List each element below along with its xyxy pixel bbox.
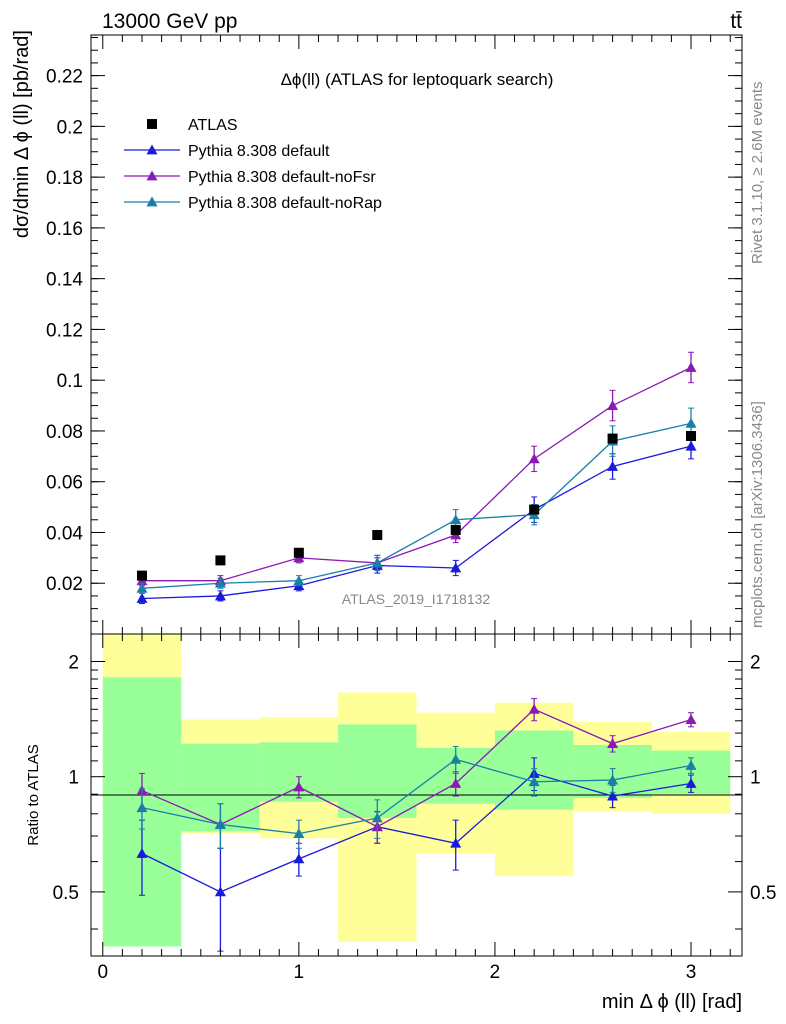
- data-point: [607, 400, 619, 410]
- y-tick-label: 0.08: [46, 422, 83, 443]
- y-tick-label: 0.14: [46, 270, 83, 291]
- y-tick-label: 0.04: [46, 523, 83, 544]
- legend-marker: [146, 196, 158, 207]
- ratio-data-point: [293, 853, 305, 864]
- plot-title: Δϕ(ll) (ATLAS for leptoquark search): [281, 70, 554, 89]
- data-point: [136, 582, 148, 593]
- ratio-data-point: [450, 777, 462, 788]
- y-tick-label: 0.1: [57, 371, 83, 392]
- data-point: [450, 562, 462, 573]
- y-tick-label: 0.18: [46, 168, 83, 189]
- ratio-plot-panel: 0.5 0.5 1 1 2 2 0 1 2 3 Ratio to ATLAS min Δ ϕ (l…: [25, 633, 776, 1013]
- analysis-watermark: ATLAS_2019_I1718132: [342, 591, 491, 607]
- atlas-data-point: [607, 433, 618, 444]
- data-point: [371, 557, 383, 568]
- x-tick-label: 1: [294, 962, 305, 983]
- data-point: [528, 453, 540, 464]
- data-point: [450, 514, 462, 525]
- ratio-data-point: [607, 774, 619, 785]
- data-point: [685, 440, 697, 451]
- ratio-y-tick-label: 2: [68, 653, 79, 674]
- data-point: [136, 592, 148, 603]
- legend-label: Pythia 8.308 default-noRap: [188, 195, 382, 212]
- atlas-data-point: [215, 555, 226, 566]
- ratio-y-tick-label-right: 0.5: [750, 883, 776, 904]
- ratio-data-point: [450, 753, 462, 764]
- ratio-y-tick-label: 0.5: [53, 883, 79, 904]
- data-point: [214, 590, 226, 601]
- rivet-version-label: Rivet 3.1.10, ≥ 2.6M events: [749, 82, 766, 265]
- series-line: [141, 422, 692, 589]
- atlas-data-point: [686, 431, 697, 442]
- ratio-y-tick-label-right: 1: [750, 768, 761, 789]
- ratio-series-line: [141, 772, 692, 893]
- mcplots-label: mcplots.cern.ch [arXiv:1306.3436]: [749, 401, 766, 628]
- data-point: [607, 460, 619, 471]
- atlas-data-point: [372, 530, 383, 541]
- x-axis-label: min Δ ϕ (ll) [rad]: [602, 991, 742, 1013]
- legend-marker: [146, 170, 158, 181]
- y-tick-label: 0.2: [57, 117, 83, 138]
- y-tick-label: 0.02: [46, 574, 83, 595]
- legend-marker: [147, 119, 157, 129]
- ratio-series-line: [141, 708, 692, 828]
- ratio-y-tick-label: 1: [68, 768, 79, 789]
- x-tick-label: 0: [97, 962, 108, 983]
- ratio-data-point: [528, 776, 540, 787]
- atlas-data-point: [293, 547, 304, 558]
- ratio-data-point: [685, 777, 697, 788]
- ratio-data-point: [528, 703, 540, 714]
- ratio-data-point: [607, 790, 619, 801]
- atlas-data-point: [136, 570, 147, 581]
- ratio-data-point: [136, 802, 148, 813]
- process-label: tt̄: [730, 10, 742, 33]
- series-line: [141, 445, 692, 600]
- energy-label: 13000 GeV pp: [102, 10, 237, 33]
- ratio-data-point: [607, 738, 619, 749]
- main-plot-panel: 0.02 0.04 0.06 0.08 0.1 0.12 0.14 0.16 0.18 0.2 0.…: [11, 30, 743, 635]
- ratio-series-line: [141, 758, 692, 835]
- ratio-data-point: [450, 837, 462, 848]
- legend-label: ATLAS: [188, 117, 238, 134]
- ratio-data-point: [685, 714, 697, 725]
- ratio-data-point: [214, 886, 226, 897]
- ratio-data-point: [293, 781, 305, 792]
- data-point: [685, 361, 697, 372]
- ratio-y-axis-label: Ratio to ATLAS: [25, 744, 42, 845]
- legend-marker: [146, 144, 158, 155]
- x-tick-label: 2: [490, 962, 501, 983]
- y-axis-label: dσ/dmin Δ ϕ (ll) [pb/rad]: [11, 30, 33, 238]
- ratio-data-point: [214, 819, 226, 829]
- y-tick-label: 0.16: [46, 219, 83, 240]
- legend-label: Pythia 8.308 default-noFsr: [188, 169, 376, 186]
- data-point: [214, 577, 226, 588]
- legend-label: Pythia 8.308 default: [188, 143, 330, 160]
- ratio-data-point: [293, 828, 305, 839]
- ratio-data-point: [371, 812, 383, 823]
- data-point: [293, 575, 305, 586]
- y-tick-label: 0.22: [46, 67, 83, 88]
- ratio-y-tick-label-right: 2: [750, 653, 761, 674]
- ratio-data-point: [685, 759, 697, 770]
- x-tick-label: 3: [686, 962, 697, 983]
- y-tick-label: 0.06: [46, 473, 83, 494]
- y-tick-label: 0.12: [46, 320, 83, 341]
- data-point: [685, 417, 697, 428]
- atlas-data-point: [450, 524, 461, 535]
- ratio-data-point: [136, 847, 148, 858]
- atlas-data-point: [529, 504, 540, 515]
- series-line: [141, 366, 692, 582]
- legend: ATLAS Pythia 8.308 default Pythia 8.308 de…: [124, 117, 382, 212]
